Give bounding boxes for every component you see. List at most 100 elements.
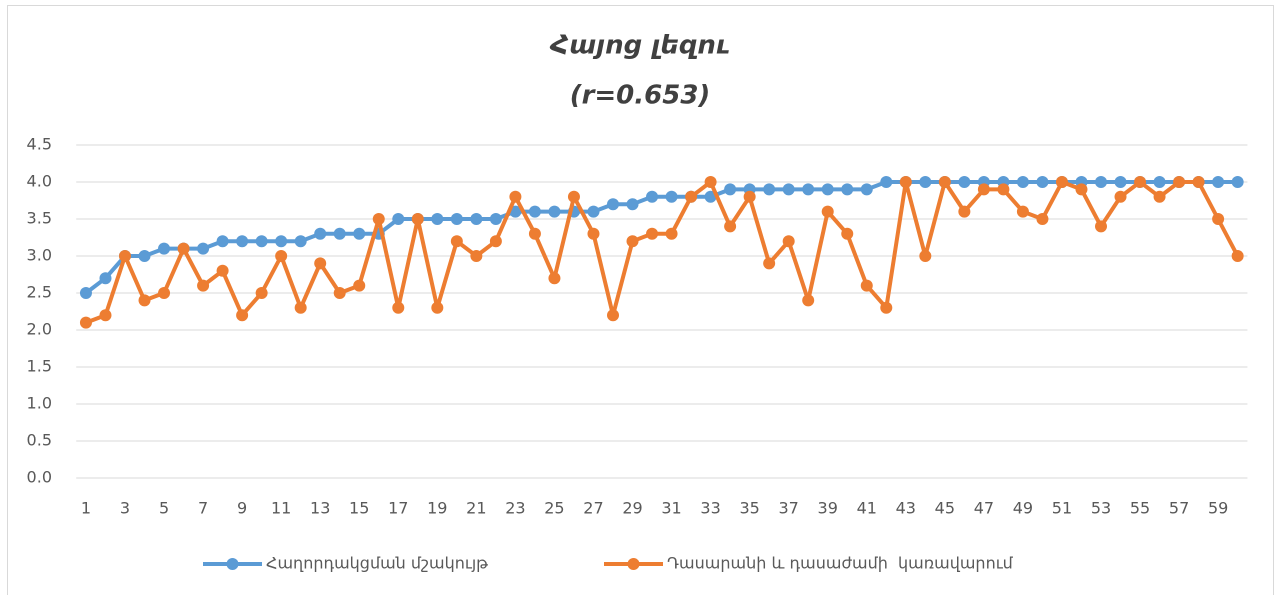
x-tick-label: 39 [818,499,838,518]
x-tick-label: 1 [81,499,91,518]
point [158,242,171,255]
chart-title: Հայոց լեզու [549,31,729,61]
point [685,190,698,203]
point [294,301,307,314]
point [802,294,815,307]
legend-label: Դասարանի և դասաժամի կառավարում [667,554,1014,573]
point [548,205,561,218]
point [1212,176,1225,188]
point [587,227,600,240]
point [314,227,327,240]
point [255,235,268,248]
point [919,176,932,188]
point [587,205,600,218]
chart-border [7,5,1274,595]
point [1075,183,1088,196]
x-tick-label: 53 [1091,499,1111,518]
point [489,213,502,225]
point [724,220,737,233]
point [372,213,385,225]
point [958,176,971,188]
point [450,235,463,248]
point [392,301,405,314]
point [899,176,912,188]
point [528,205,541,218]
point [1036,176,1049,188]
point [138,250,151,262]
x-tick-label: 3 [120,499,130,518]
point [665,227,678,240]
point [919,250,932,262]
series-line [85,180,1240,325]
y-tick-label: 1.0 [27,394,52,413]
point [763,183,776,196]
x-tick-label: 35 [739,499,759,518]
point [216,264,229,277]
point [177,242,190,255]
y-tick-label: 2.0 [27,320,52,339]
point [411,213,424,225]
point [138,294,151,307]
point [1231,176,1244,188]
point [79,316,92,329]
point [646,190,659,203]
point [99,272,112,285]
point [1153,190,1166,203]
point [880,301,893,314]
point [841,227,854,240]
point [99,309,112,322]
legend-marker [627,558,640,570]
point [548,272,561,285]
point [880,176,893,188]
point [626,235,639,248]
y-tick-label: 2.5 [27,283,52,302]
point [958,205,971,218]
point [938,176,951,188]
point [724,183,737,196]
point [607,198,619,211]
point [197,242,210,255]
x-tick-label: 5 [159,499,169,518]
point [509,190,522,203]
x-tick-label: 45 [935,499,955,518]
chart-subtitle: (r=0.653) [570,81,711,111]
point [1192,176,1205,188]
y-tick-label: 0.0 [27,468,52,487]
point [353,279,366,292]
point [782,235,795,248]
point [255,287,268,299]
point [158,287,171,299]
point [431,213,444,225]
point [1212,213,1225,225]
point [470,213,483,225]
point [275,250,288,262]
x-tick-label: 55 [1130,499,1150,518]
x-tick-label: 27 [583,499,603,518]
point [841,183,854,196]
x-tick-label: 51 [1052,499,1072,518]
x-tick-label: 31 [661,499,681,518]
point [860,279,873,292]
x-tick-label: 57 [1169,499,1189,518]
point [236,309,249,322]
x-tick-label: 15 [349,499,369,518]
point [1016,205,1029,218]
point [977,183,990,196]
point [1095,220,1107,233]
point [333,227,346,240]
point [821,205,834,218]
x-tick-label: 41 [857,499,877,518]
point [1016,176,1029,188]
point [470,250,483,262]
x-tick-label: 49 [1013,499,1033,518]
point [1153,176,1166,188]
point [997,183,1010,196]
point [821,183,834,196]
point [216,235,229,248]
point [1231,250,1244,262]
y-tick-label: 4.0 [27,172,52,191]
point [1055,176,1068,188]
point [763,257,776,270]
point [275,235,288,248]
